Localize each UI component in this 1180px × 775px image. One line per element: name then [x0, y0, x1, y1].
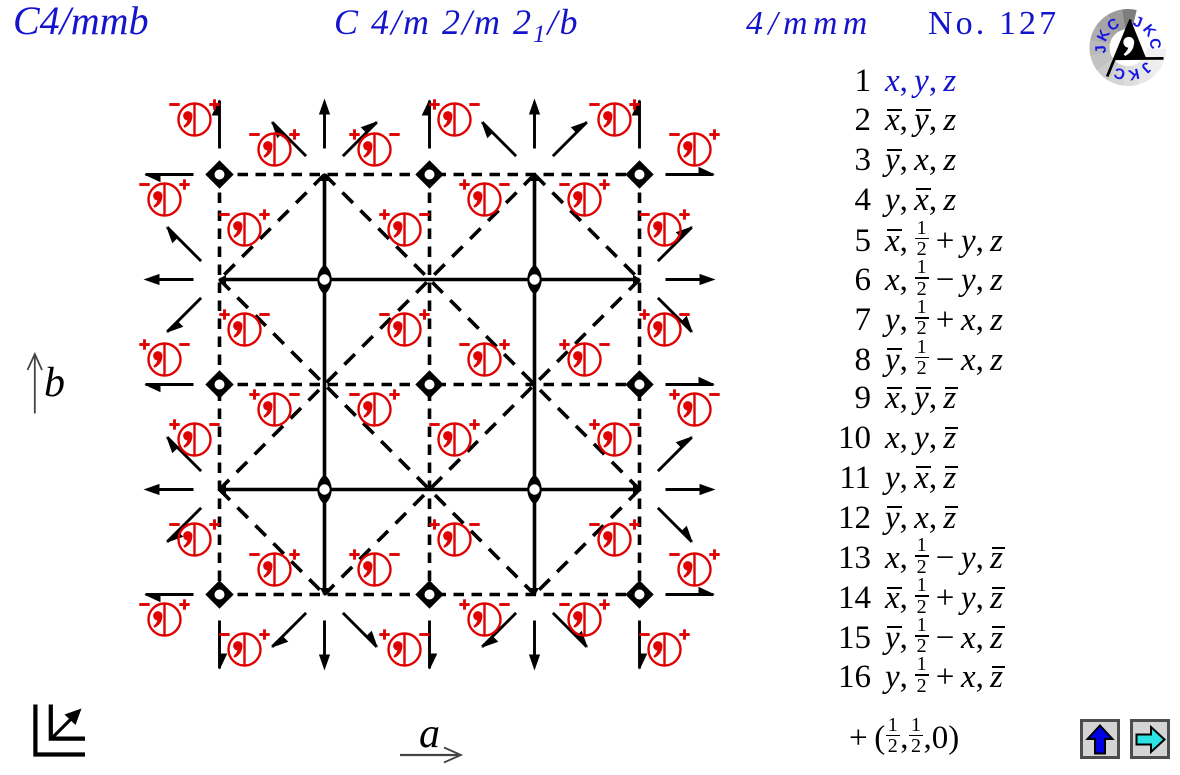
- svg-text:b: b: [44, 360, 65, 406]
- svg-text:a: a: [419, 711, 440, 757]
- svg-text:C: C: [1146, 37, 1164, 50]
- svg-text:No. 127: No. 127: [928, 5, 1059, 42]
- svg-text:C4/mmb: C4/mmb: [13, 0, 149, 43]
- svg-text:4/mmm: 4/mmm: [746, 5, 873, 42]
- svg-text:J: J: [1092, 45, 1110, 55]
- svg-text:C 4/m 2/m 21/b: C 4/m 2/m 21/b: [334, 2, 580, 48]
